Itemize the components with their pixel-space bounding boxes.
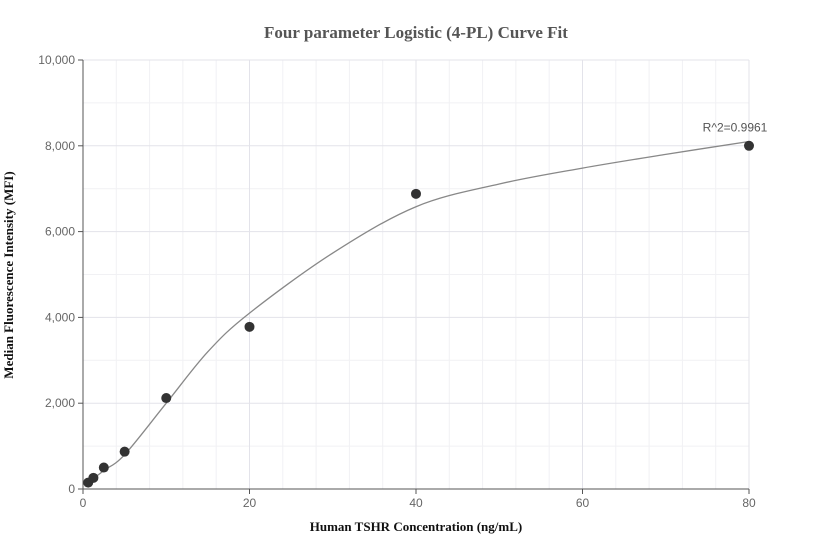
x-tick-label: 20 bbox=[243, 496, 257, 510]
data-point bbox=[119, 446, 130, 457]
data-point bbox=[161, 393, 172, 404]
y-tick-label: 0 bbox=[68, 482, 75, 496]
axes: 0 2,000 4,000 6,000 8,000 10,000 0 20 40 60 80 bbox=[38, 53, 756, 510]
data-point bbox=[88, 472, 99, 483]
r-squared-annotation: R^2=0.9961 bbox=[703, 121, 768, 135]
data-point bbox=[244, 321, 255, 332]
data-point bbox=[98, 462, 109, 473]
grid bbox=[83, 59, 750, 489]
x-tick-label: 40 bbox=[409, 496, 423, 510]
chart-title: Four parameter Logistic (4-PL) Curve Fit bbox=[264, 23, 568, 42]
y-tick-label: 8,000 bbox=[45, 139, 75, 153]
x-tick-label: 60 bbox=[576, 496, 590, 510]
x-tick-label: 0 bbox=[80, 496, 87, 510]
x-axis-label: Human TSHR Concentration (ng/mL) bbox=[310, 519, 522, 534]
y-axis-label: Median Fluorescence Intensity (MFI) bbox=[1, 171, 16, 378]
y-tick-label: 10,000 bbox=[38, 53, 75, 67]
data-point bbox=[411, 188, 421, 199]
y-tick-label: 4,000 bbox=[45, 310, 75, 324]
y-tick-label: 2,000 bbox=[45, 396, 75, 410]
points-layer bbox=[83, 140, 754, 488]
y-tick-label: 6,000 bbox=[45, 225, 75, 239]
x-tick-label: 80 bbox=[742, 496, 756, 510]
data-point bbox=[744, 140, 754, 151]
